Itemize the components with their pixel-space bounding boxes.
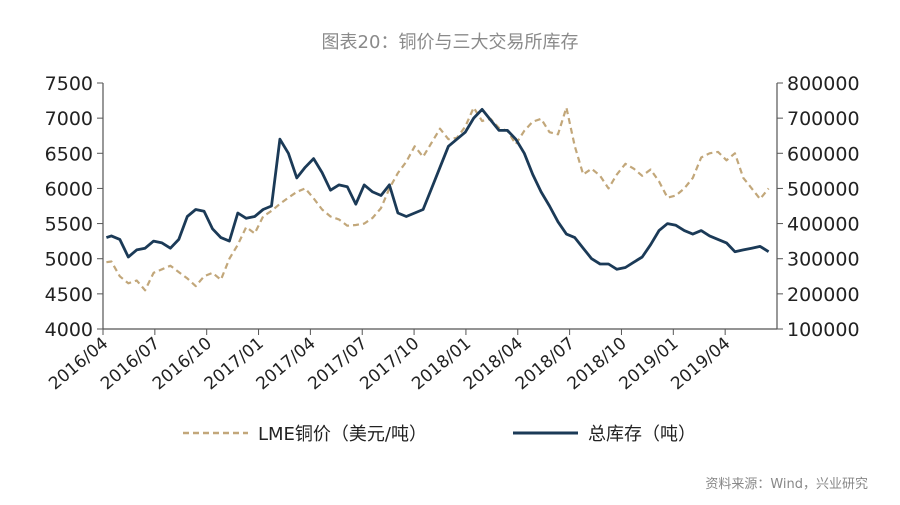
y-left-tick-label: 4500 [45, 284, 93, 306]
y-left-tick-label: 7000 [45, 108, 93, 130]
y-left-tick-label: 7500 [45, 73, 93, 95]
y-left-tick-label: 5000 [45, 249, 93, 271]
series-line-copper-price [106, 106, 770, 292]
y-right-tick-label: 800000 [787, 73, 860, 95]
y-right-tick-label: 200000 [787, 284, 860, 306]
y-right-tick-label: 500000 [787, 178, 860, 200]
y-left-tick-label: 6000 [45, 178, 93, 200]
chart-title: 图表20：铜价与三大交易所库存 [322, 32, 579, 53]
y-right-tick-label: 600000 [787, 143, 860, 165]
legend: LME铜价（美元/吨） 总库存（吨） [183, 424, 696, 445]
x-tick-label: 2019/04 [667, 334, 734, 395]
y-right-tick-label: 300000 [787, 249, 860, 271]
y-left-tick-label: 4000 [45, 319, 93, 341]
series-line-total-stock [105, 108, 770, 271]
source-note: 资料来源：Wind，兴业研究 [705, 477, 868, 492]
y-right-tick-label: 700000 [787, 108, 860, 130]
series-layer [105, 106, 770, 292]
legend-stock-label: 总库存（吨） [588, 424, 696, 445]
y-left-tick-label: 6500 [45, 143, 93, 165]
y-right-tick-label: 100000 [787, 319, 860, 341]
legend-copper-label: LME铜价（美元/吨） [258, 424, 427, 445]
axes-layer: 4000 4500 5000 5500 6000 6500 7000 7500 100000 20… [45, 73, 860, 394]
y-left-tick-label: 5500 [45, 214, 93, 236]
y-right-tick-label: 400000 [787, 214, 860, 236]
